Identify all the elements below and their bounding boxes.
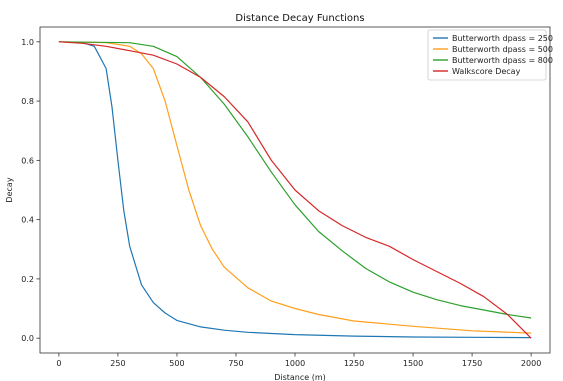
- y-tick-label: 0.4: [21, 216, 34, 225]
- series-group: [58, 41, 532, 339]
- y-tick-label: 1.0: [21, 38, 34, 47]
- y-tick-label: 0.8: [21, 97, 34, 106]
- series-line-1: [58, 41, 532, 334]
- chart-title: Distance Decay Functions: [235, 13, 364, 24]
- x-tick-label: 0: [56, 359, 61, 368]
- y-tick-label: 0.6: [21, 156, 34, 165]
- y-tick-label: 0.2: [21, 275, 34, 284]
- x-tick-label: 1750: [462, 359, 482, 368]
- x-tick-label: 1500: [403, 359, 423, 368]
- x-tick-label: 500: [169, 359, 184, 368]
- y-axis-label: Decay: [5, 177, 14, 202]
- y-axis-ticks: 0.0 0.2 0.4 0.6 0.8 1.0: [21, 38, 40, 343]
- x-tick-label: 250: [110, 359, 125, 368]
- x-axis-ticks: 0 250 500 750 1000 1250 1500 1750 2000: [56, 353, 541, 368]
- legend-label: Butterworth dpass = 800: [452, 56, 553, 65]
- series-line-2: [58, 41, 532, 319]
- x-tick-label: 1250: [344, 359, 364, 368]
- y-tick-label: 0.0: [21, 334, 34, 343]
- series-line-3: [58, 41, 532, 339]
- x-axis-label: Distance (m): [274, 373, 326, 381]
- legend-label: Walkscore Decay: [452, 67, 521, 76]
- x-tick-label: 750: [228, 359, 243, 368]
- legend: Butterworth dpass = 250 Butterworth dpass…: [427, 29, 553, 81]
- legend-label: Butterworth dpass = 500: [452, 45, 553, 54]
- x-tick-label: 1000: [285, 359, 305, 368]
- series-line-0: [58, 41, 532, 339]
- x-tick-label: 2000: [521, 359, 541, 368]
- legend-label: Butterworth dpass = 250: [452, 34, 553, 43]
- legend-box: [427, 29, 547, 81]
